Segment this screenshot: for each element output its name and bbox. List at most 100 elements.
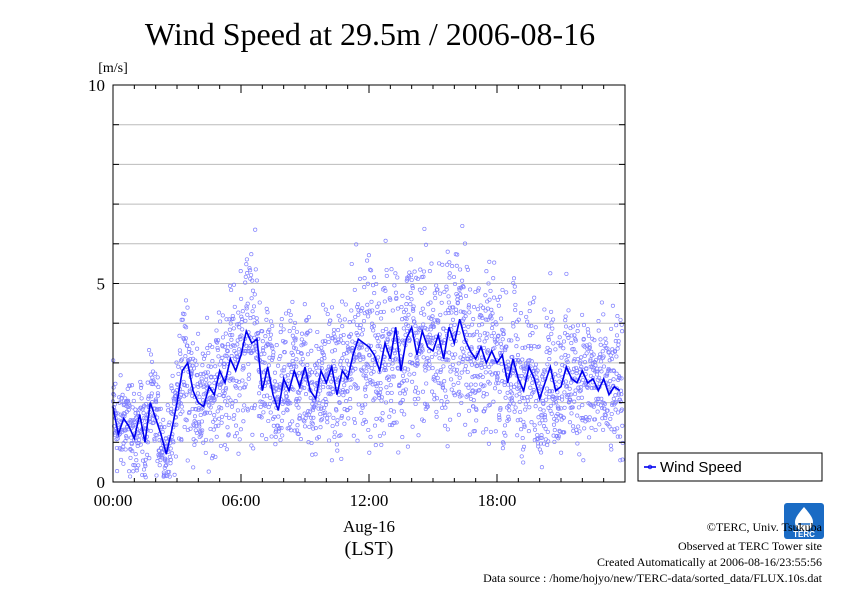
scatter-point [334, 442, 339, 447]
scatter-point [404, 316, 409, 322]
scatter-point [271, 350, 276, 355]
scatter-point [497, 294, 502, 299]
scatter-point [299, 343, 304, 348]
scatter-point [536, 444, 541, 449]
scatter-point [206, 469, 211, 474]
scatter-point [489, 307, 494, 312]
scatter-point [272, 379, 277, 384]
scatter-point [203, 370, 208, 375]
scatter-point [378, 386, 383, 391]
scatter-point [580, 377, 585, 383]
scatter-point [281, 327, 286, 332]
scatter-point [596, 319, 601, 324]
scatter-point [225, 403, 230, 408]
scatter-point [288, 318, 293, 323]
scatter-point [313, 426, 318, 431]
scatter-point [229, 287, 234, 293]
scatter-point [580, 403, 585, 408]
scatter-point [432, 392, 437, 398]
scatter-point [127, 469, 132, 474]
scatter-point [383, 367, 388, 373]
scatter-point [115, 411, 120, 416]
scatter-point [390, 366, 395, 371]
scatter-point [478, 313, 483, 318]
scatter-point [154, 400, 159, 405]
scatter-point [491, 276, 496, 281]
credit-copyright: ©TERC, Univ. Tsukuba [707, 520, 823, 534]
scatter-point [138, 442, 143, 447]
scatter-point [230, 332, 235, 338]
scatter-point [304, 318, 309, 323]
scatter-point [559, 355, 564, 360]
scatter-point [137, 433, 142, 438]
scatter-point [436, 318, 441, 323]
scatter-point [370, 379, 375, 384]
scatter-point [259, 415, 264, 420]
scatter-point [223, 331, 228, 336]
scatter-point [389, 267, 394, 272]
scatter-point [521, 447, 526, 452]
scatter-point [124, 435, 129, 440]
scatter-point [417, 287, 422, 292]
scatter-point [294, 357, 299, 362]
scatter-point [412, 397, 417, 402]
scatter-point [458, 296, 463, 301]
scatter-point [395, 275, 400, 280]
scatter-point [227, 327, 232, 332]
scatter-point [307, 424, 312, 429]
scatter-point [111, 385, 116, 390]
scatter-point [512, 289, 517, 294]
scatter-point [482, 409, 487, 414]
scatter-point [548, 271, 553, 276]
scatter-point [268, 410, 273, 415]
scatter-point [478, 303, 483, 308]
scatter-point [489, 334, 494, 339]
scatter-point [181, 379, 186, 384]
scatter-point [502, 380, 507, 385]
scatter-point [479, 313, 484, 318]
scatter-point [609, 326, 614, 331]
scatter-point [422, 312, 427, 317]
scatter-point [264, 306, 269, 311]
scatter-point [121, 403, 126, 408]
y-tick-label: 0 [97, 473, 106, 492]
scatter-point [609, 357, 614, 362]
scatter-point [378, 390, 383, 395]
scatter-point [605, 346, 610, 351]
scatter-point [556, 340, 561, 345]
scatter-point [300, 362, 305, 367]
scatter-point [592, 417, 598, 422]
scatter-point [255, 320, 260, 325]
scatter-point [336, 328, 341, 333]
scatter-point [185, 343, 190, 348]
scatter-point [170, 373, 175, 378]
scatter-point [438, 369, 443, 374]
scatter-point [559, 450, 564, 455]
scatter-point [445, 399, 450, 404]
scatter-point [618, 317, 623, 322]
scatter-point [303, 341, 308, 346]
scatter-point [450, 317, 456, 322]
scatter-point [618, 399, 623, 404]
scatter-point [547, 350, 552, 355]
scatter-point [615, 426, 620, 431]
scatter-point [182, 383, 188, 388]
scatter-point [525, 395, 530, 400]
scatter-point [326, 385, 331, 390]
scatter-point [161, 417, 166, 422]
scatter-point [613, 407, 618, 412]
scatter-point [227, 415, 232, 420]
scatter-point [407, 337, 412, 342]
scatter-point [364, 376, 369, 381]
scatter-point [390, 361, 395, 366]
scatter-point [352, 382, 357, 387]
scatter-point [591, 385, 597, 390]
scatter-point [568, 392, 573, 397]
scatter-point [285, 426, 290, 431]
scatter-point [265, 310, 270, 315]
scatter-point [318, 425, 323, 430]
scatter-point [284, 407, 289, 412]
scatter-point [474, 418, 479, 423]
scatter-point [611, 368, 616, 373]
scatter-point [146, 396, 151, 401]
